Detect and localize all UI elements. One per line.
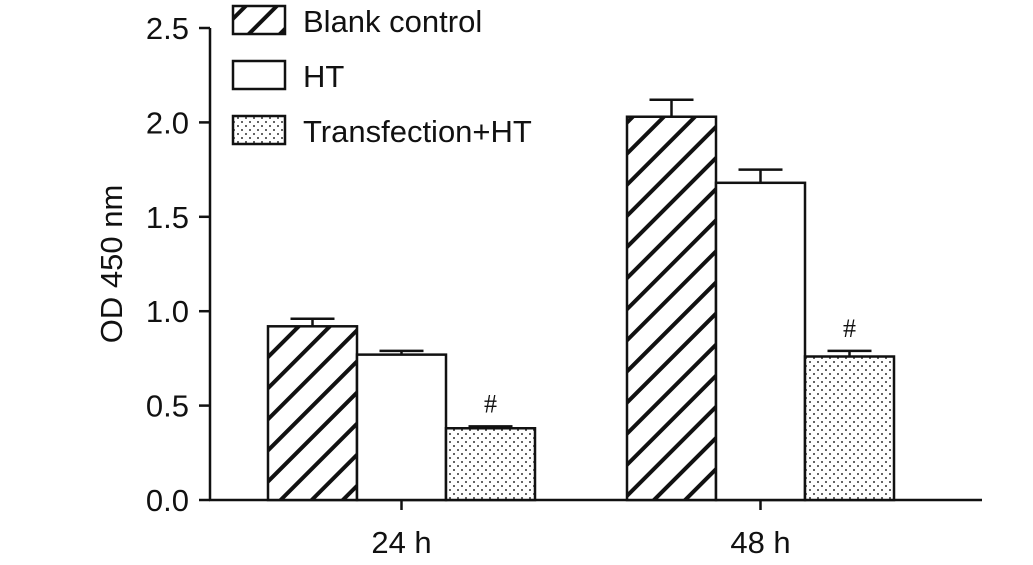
legend-label: Blank control (303, 4, 482, 39)
significance-marker: # (843, 314, 856, 343)
significance-marker: # (484, 389, 497, 418)
bar-empty-1 (714, 181, 807, 502)
bar-empty-0 (355, 353, 448, 502)
legend-label: Transfection+HT (303, 114, 532, 149)
bar-dots-1 (803, 355, 896, 502)
bars: ## (266, 98, 896, 502)
legend: Blank control HT Transfection+HT (231, 4, 532, 149)
y-tick-label: 1.0 (146, 294, 189, 329)
y-tick-label: 0.0 (146, 483, 189, 518)
bar-hatch-1 (625, 115, 718, 502)
y-tick-label: 2.5 (146, 11, 189, 46)
legend-label: HT (303, 59, 344, 94)
y-axis-label: OD 450 nm (94, 185, 129, 344)
legend-swatch-hatch (231, 4, 287, 36)
y-tick-label: 1.5 (146, 200, 189, 235)
x-tick-label: 48 h (730, 525, 790, 560)
legend-swatch-dots (231, 114, 287, 146)
y-tick-label: 2.0 (146, 105, 189, 140)
bar-hatch-0 (266, 325, 359, 502)
x-ticks: 24 h 48 h (371, 500, 791, 560)
y-tick-label: 0.5 (146, 389, 189, 424)
legend-swatch-empty (231, 59, 287, 91)
bar-dots-0 (444, 427, 537, 502)
y-ticks: 0.0 0.5 1.0 1.5 2.0 2.5 (146, 11, 210, 518)
x-tick-label: 24 h (371, 525, 431, 560)
